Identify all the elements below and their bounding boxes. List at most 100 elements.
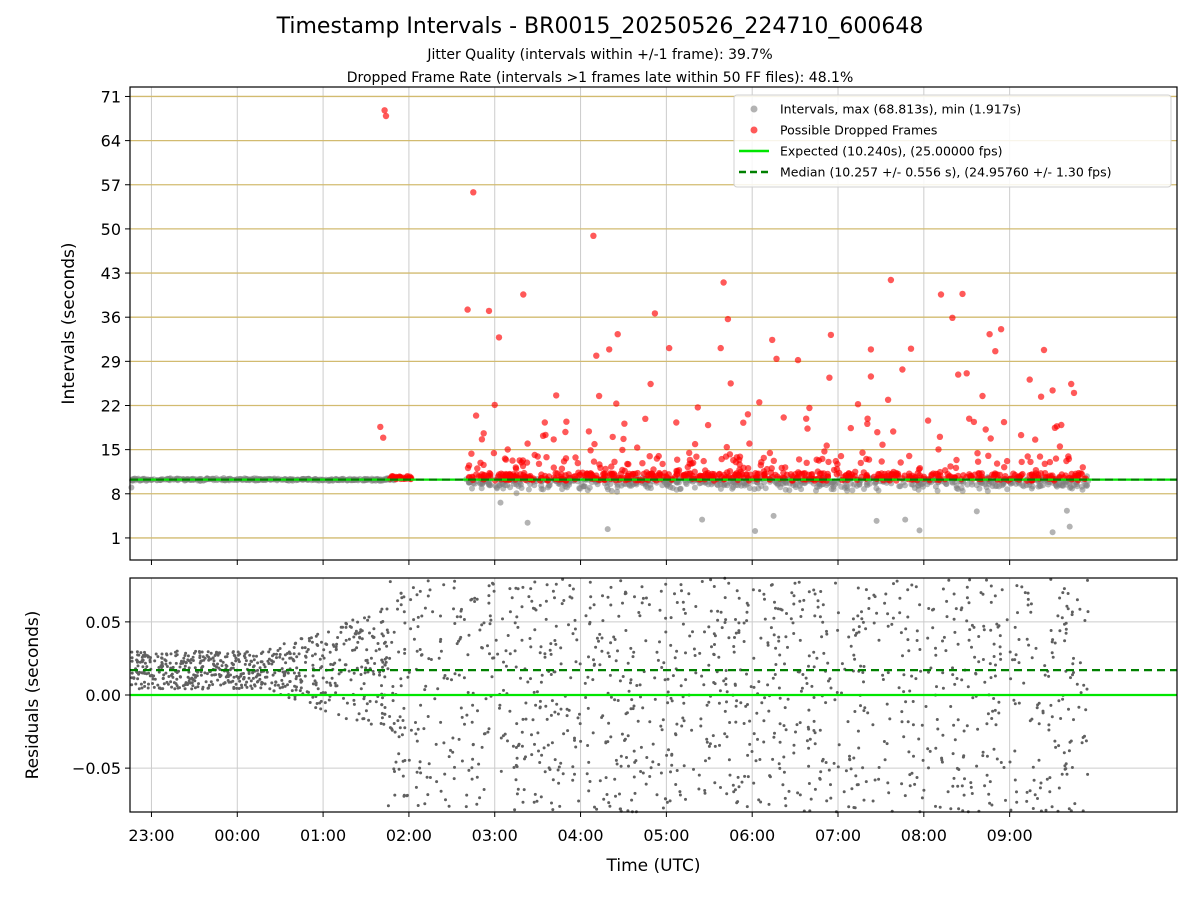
- residual-point: [767, 709, 771, 713]
- dropped-frame-point: [890, 428, 897, 435]
- interval-low-point: [873, 517, 880, 524]
- residual-point: [945, 615, 949, 619]
- residual-point: [770, 583, 774, 587]
- residual-point: [614, 794, 617, 798]
- residual-point: [152, 685, 156, 689]
- interval-point: [513, 490, 520, 497]
- dropped-frame-point: [674, 456, 681, 463]
- residual-point: [514, 586, 518, 590]
- residual-point: [191, 677, 194, 681]
- residual-point: [242, 672, 245, 675]
- residual-point: [207, 683, 211, 687]
- residual-point: [157, 670, 161, 674]
- residual-point: [725, 792, 729, 796]
- residual-point: [649, 766, 653, 770]
- residual-point: [681, 716, 685, 720]
- residual-point: [452, 607, 455, 611]
- residual-point: [251, 676, 255, 680]
- residual-point: [423, 802, 427, 806]
- residual-point: [496, 652, 500, 656]
- residual-point: [530, 599, 534, 603]
- residual-point: [671, 674, 675, 678]
- residual-point: [423, 688, 427, 692]
- residual-point: [682, 701, 686, 705]
- residual-point: [1029, 602, 1033, 606]
- dropped-frame-point: [1001, 464, 1008, 471]
- residual-point: [295, 685, 298, 689]
- residual-point: [278, 647, 282, 650]
- residual-point: [392, 722, 396, 725]
- residual-point: [938, 805, 942, 809]
- dropped-frame-point: [660, 473, 668, 480]
- residual-point: [273, 671, 277, 675]
- dropped-frame-point: [874, 429, 881, 436]
- residual-point: [553, 596, 556, 600]
- residual-point: [724, 682, 728, 686]
- residual-point: [470, 597, 474, 601]
- residual-point: [403, 759, 407, 762]
- residual-point: [282, 642, 286, 646]
- residual-point: [952, 592, 956, 596]
- dropped-frame-point: [985, 452, 992, 459]
- residual-point: [344, 625, 348, 629]
- residual-point: [793, 581, 797, 585]
- residual-point: [985, 754, 989, 758]
- residual-point: [243, 683, 247, 687]
- dropped-frame-point: [1032, 436, 1039, 443]
- residual-point: [450, 678, 453, 682]
- residual-point: [914, 677, 918, 681]
- interval-point: [964, 481, 971, 488]
- residual-point: [759, 800, 763, 804]
- residual-point: [322, 656, 326, 660]
- residual-point: [825, 632, 829, 636]
- dropped-frame-outlier: [593, 352, 600, 359]
- residual-point: [812, 665, 816, 669]
- residual-point: [226, 652, 230, 656]
- dropped-frame-outlier: [884, 396, 892, 403]
- residual-point: [915, 629, 919, 633]
- residual-point: [833, 698, 837, 702]
- residual-point: [388, 726, 392, 730]
- residual-point: [557, 765, 561, 769]
- residual-point: [912, 754, 915, 758]
- residual-point: [818, 777, 822, 781]
- residual-point: [888, 717, 892, 721]
- residual-point: [141, 665, 145, 669]
- residual-point: [705, 737, 709, 741]
- residual-point: [475, 775, 479, 779]
- residuals-ytick-label-1: 0.00: [85, 686, 121, 705]
- residual-point: [1069, 676, 1072, 680]
- residual-point: [612, 635, 616, 639]
- residual-point: [802, 598, 806, 602]
- residual-point: [800, 686, 804, 690]
- residual-point: [366, 670, 370, 674]
- interval-point: [538, 486, 545, 492]
- residual-point: [941, 733, 945, 737]
- residual-point: [810, 684, 814, 688]
- residual-point: [452, 777, 456, 781]
- residual-point: [1048, 790, 1052, 794]
- residual-point: [899, 631, 903, 635]
- dropped-frame-point: [1063, 457, 1070, 465]
- interval-point: [477, 480, 484, 487]
- residual-point: [540, 673, 544, 677]
- dropped-frame-point: [746, 440, 753, 447]
- residual-point: [981, 658, 985, 661]
- dropped-frame-outlier: [553, 392, 560, 399]
- residual-point: [864, 588, 868, 592]
- residual-point: [745, 601, 749, 605]
- residual-point: [988, 801, 992, 805]
- residual-point: [990, 803, 994, 807]
- dropped-frame-point: [585, 428, 593, 435]
- dropped-frame-point: [542, 431, 549, 439]
- residual-point: [675, 601, 679, 604]
- residual-point: [515, 615, 519, 619]
- residual-point: [168, 661, 172, 665]
- dropped-frame-point: [736, 461, 743, 468]
- dropped-frame-point: [686, 449, 693, 457]
- residual-point: [136, 660, 139, 664]
- residual-point: [877, 777, 881, 781]
- dropped-frame-outlier: [724, 315, 732, 323]
- residual-point: [1067, 749, 1071, 753]
- residual-point: [762, 719, 766, 723]
